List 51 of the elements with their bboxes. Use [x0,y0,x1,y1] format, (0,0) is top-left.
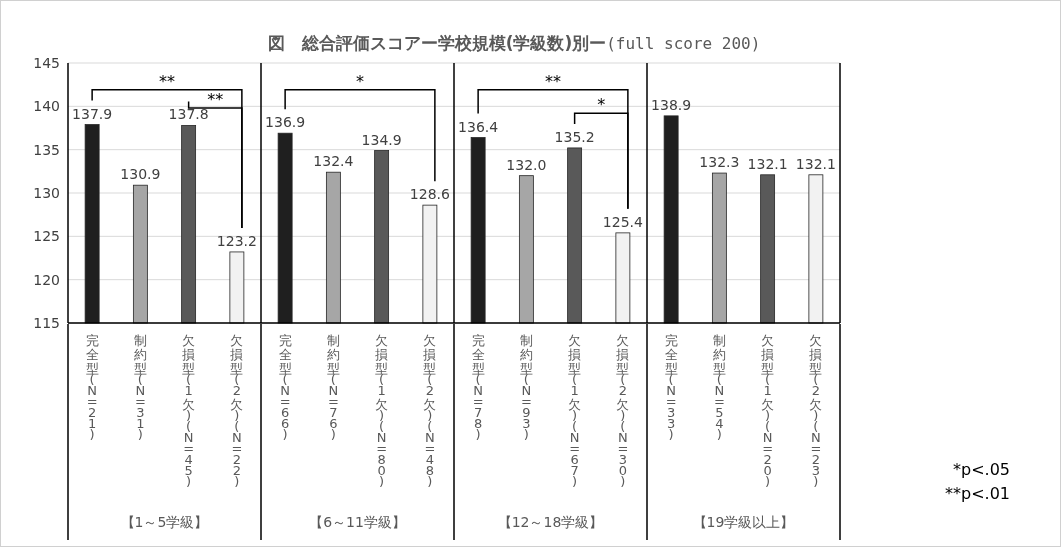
text: *p<.05 [952,460,1010,479]
y-tick-label: 115 [33,315,60,331]
data-label: 132.1 [747,155,788,172]
category-label: 完全型(N=33) [664,333,678,442]
data-label: 137.9 [72,105,113,122]
category-label: 欠損型(2欠)(N=30) [616,333,630,489]
data-label: 130.9 [120,166,161,183]
y-tick-label: 135 [33,141,60,158]
data-label: 132.3 [699,154,740,171]
annotation: * [356,71,364,91]
data-label: 132.4 [313,153,354,170]
annotation: ** [207,90,224,110]
data-label: 136.9 [265,114,306,131]
y-tick-label: 130 [33,185,60,201]
text: 【1～5学級】 [120,514,209,530]
data-label: 135.2 [554,128,595,145]
category-label: 欠損型(2欠)(N=22) [230,333,244,489]
text: 【6～11学級】 [309,514,406,530]
category-label: 欠損型(1欠)(N=80) [375,333,389,489]
category-label: 欠損型(2欠)(N=48) [423,333,437,489]
category-label: 制約型(N=31) [133,333,147,442]
chart-title: 図 総合評価スコアー学校規模(学級数)別ー(full score 200) [267,33,761,53]
y-tick-label: 140 [33,98,60,115]
category-label: 制約型(N=93) [519,333,533,442]
data-label: 125.4 [602,213,643,230]
category-label: 欠損型(1欠)(N=20) [761,333,775,489]
category-label: 制約型(N=54) [712,333,726,442]
category-label: 完全型(N=21) [85,333,99,442]
category-label: 完全型(N=66) [278,333,292,442]
data-label: 128.6 [409,186,450,203]
y-tick-label: 120 [33,271,60,288]
category-label: 完全型(N=78) [471,333,485,442]
data-label: 132.0 [506,156,547,173]
data-label: 134.9 [361,131,402,148]
category-label: 欠損型(2欠)(N=23) [809,333,823,489]
data-label: 123.2 [216,232,257,249]
y-tick-label: 125 [33,228,60,245]
text: 【19学級以上】 [692,514,795,530]
annotation: ** [545,71,561,91]
text: **p<.01 [944,484,1010,503]
data-label: 138.9 [651,96,692,113]
category-label: 欠損型(1欠)(N=67) [568,333,582,489]
annotation: * [597,95,606,115]
category-label: 制約型(N=76) [326,333,340,442]
category-label: 欠損型(1欠)(N=45) [182,333,196,489]
data-label: 137.8 [168,106,209,123]
text: 【12～18学級】 [497,514,604,530]
data-label: 136.4 [458,118,499,135]
data-label: 132.1 [795,155,836,172]
annotation: ** [159,71,175,91]
y-tick-label: 145 [33,55,60,71]
